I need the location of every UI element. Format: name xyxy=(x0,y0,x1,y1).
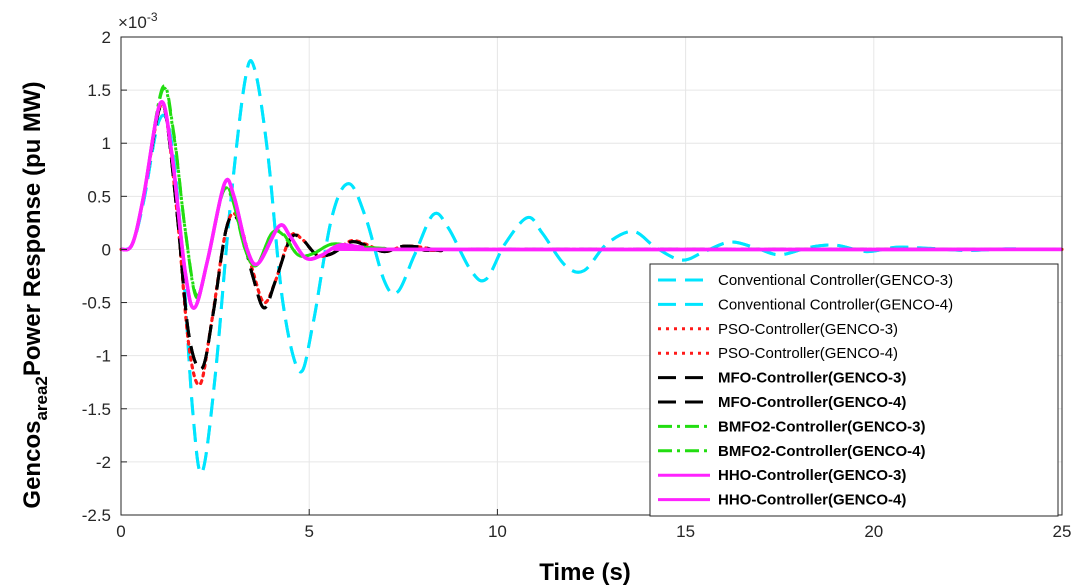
y-tick-label: -2.5 xyxy=(82,506,111,525)
x-tick-label: 20 xyxy=(864,522,883,541)
legend-entry-label: BMFO2-Controller(GENCO-3) xyxy=(718,418,926,435)
legend-entry-label: PSO-Controller(GENCO-4) xyxy=(718,345,898,362)
exponent-power: -3 xyxy=(147,10,158,24)
y-tick-label: 1.5 xyxy=(87,81,111,100)
x-tick-label: 25 xyxy=(1053,522,1072,541)
y-tick-label: -1.5 xyxy=(82,400,111,419)
tick-labels: 0 5 10 15 20 25 2 1.5 1 0.5 0 -0.5 -1 -1.5 -2 -2.5 xyxy=(82,28,1072,541)
y-tick-label: 0.5 xyxy=(87,187,111,206)
y-tick-label: -2 xyxy=(96,453,111,472)
x-tick-label: 15 xyxy=(676,522,695,541)
legend: Conventional Controller(GENCO-3) Conventi… xyxy=(649,263,1059,517)
x-tick-label: 0 xyxy=(116,522,125,541)
legend-entry-label: HHO-Controller(GENCO-3) xyxy=(718,467,906,484)
y-axis-title-tail: Power Response (pu MW) xyxy=(19,81,46,376)
legend-entry-label: MFO-Controller(GENCO-4) xyxy=(718,394,906,411)
y-tick-label: 2 xyxy=(102,28,111,47)
legend-entry-label: PSO-Controller(GENCO-3) xyxy=(718,321,898,338)
legend-entry-label: Conventional Controller(GENCO-3) xyxy=(718,272,953,289)
y-axis-title-sub: area2 xyxy=(32,376,51,420)
legend-entry-label: BMFO2-Controller(GENCO-4) xyxy=(718,443,926,460)
legend-entry-label: HHO-Controller(GENCO-4) xyxy=(718,492,906,509)
x-axis-title: Time (s) xyxy=(539,559,631,586)
x-tick-label: 5 xyxy=(304,522,313,541)
legend-entry-label: MFO-Controller(GENCO-3) xyxy=(718,370,906,387)
series-group xyxy=(119,59,1064,475)
x-tick-label: 10 xyxy=(488,522,507,541)
svg-text:Gencosarea2Power Response (pu: Gencosarea2Power Response (pu MW) xyxy=(19,81,51,508)
y-tick-label: 0 xyxy=(102,240,111,259)
plot-area-frame xyxy=(120,36,1063,516)
y-tick-label: -0.5 xyxy=(82,294,111,313)
series-line-10 xyxy=(120,100,1063,310)
exponent-label: ×10-3 xyxy=(118,10,158,32)
y-tick-label: 1 xyxy=(102,134,111,153)
legend-box xyxy=(649,263,1059,517)
y-axis-title-main: Gencos xyxy=(19,421,46,509)
series-line-2 xyxy=(120,59,1063,475)
y-axis-title: Gencosarea2Power Response (pu MW) xyxy=(19,81,51,508)
y-tick-label: -1 xyxy=(96,347,111,366)
exponent-base: ×10 xyxy=(118,13,147,32)
legend-entry-label: Conventional Controller(GENCO-4) xyxy=(718,296,953,313)
